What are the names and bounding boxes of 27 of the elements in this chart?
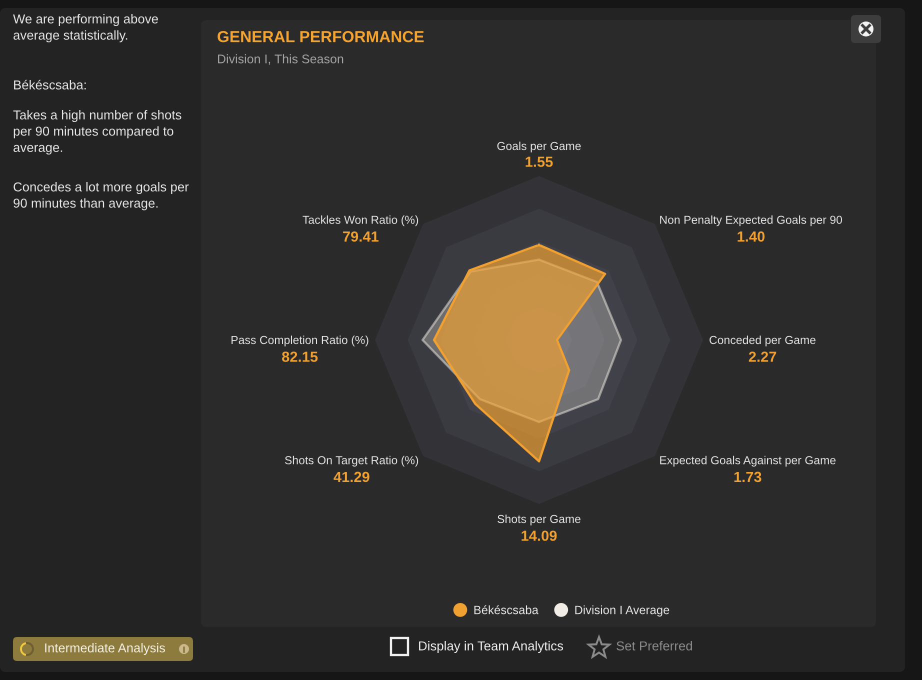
- chart-title: GENERAL PERFORMANCE: [218, 30, 424, 42]
- spoke-label: Non Penalty Expected Goals per 90: [660, 215, 842, 226]
- spoke-label: Expected Goals Against per Game: [660, 456, 836, 467]
- spoke-label: Shots On Target Ratio (%): [284, 456, 418, 467]
- legend-label: Division I Average: [575, 605, 670, 617]
- text: 1.73: [734, 472, 762, 482]
- text: Concedes a lot more goals per 90 minutes than average.: [14, 182, 189, 210]
- text: Intermediate Analysis: [45, 643, 165, 655]
- spoke-label: Conceded per Game: [710, 336, 816, 346]
- text: 82.15: [282, 352, 318, 362]
- spoke-label: Shots per Game: [498, 514, 580, 526]
- spoke-label: Pass Completion Ratio (%): [232, 336, 368, 346]
- text: 1.40: [738, 231, 765, 242]
- spoke-label: Goals per Game: [497, 142, 581, 152]
- chart-subtitle: Division I, This Season: [218, 54, 344, 65]
- text: 79.41: [343, 231, 379, 242]
- text: 41.29: [334, 472, 370, 482]
- text: We are performing above average statistically.: [13, 14, 158, 42]
- spoke-label: Tackles Won Ratio (%): [302, 215, 418, 226]
- text: Takes a high number of shots per 90 minutes compared to average.: [13, 110, 182, 155]
- text: 1.55: [526, 156, 553, 167]
- text: 14.09: [522, 530, 557, 541]
- text: Békéscsaba:: [14, 80, 86, 90]
- text: Display in Team Analytics: [419, 640, 564, 654]
- text: Set Preferred: [616, 640, 692, 650]
- legend-label: Békéscsaba: [474, 605, 538, 614]
- text: 2.27: [748, 352, 776, 362]
